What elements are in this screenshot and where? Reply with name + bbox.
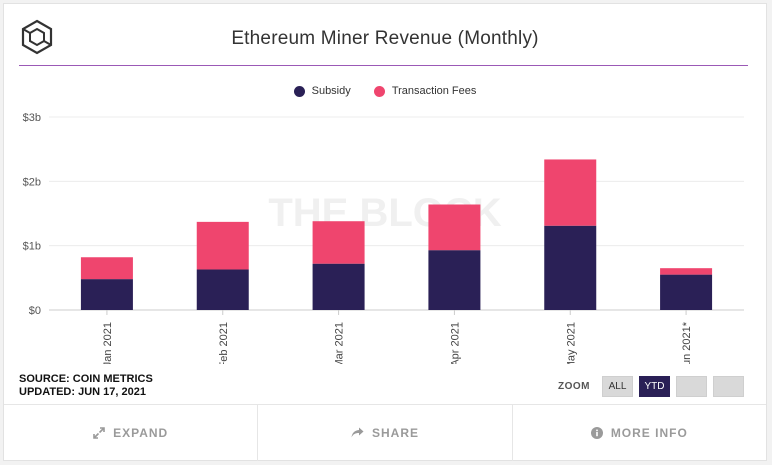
more-info-button[interactable]: MORE INFO — [513, 405, 766, 461]
y-tick-label: $2b — [23, 176, 41, 188]
the-block-logo-icon — [21, 19, 53, 55]
zoom-blank-button-2[interactable] — [713, 376, 744, 397]
chart-legend: Subsidy Transaction Fees — [4, 85, 766, 100]
bar-subsidy[interactable] — [312, 263, 365, 310]
zoom-ytd-button[interactable]: YTD — [639, 376, 670, 397]
bar-subsidy[interactable] — [660, 274, 713, 310]
updated-line: UPDATED: JUN 17, 2021 — [19, 386, 146, 398]
x-tick-label: Apr 2021 — [449, 322, 461, 364]
zoom-all-button[interactable]: ALL — [602, 376, 633, 397]
bar-fees[interactable] — [312, 221, 365, 264]
expand-label: EXPAND — [113, 426, 169, 440]
bar-fees[interactable] — [544, 159, 597, 226]
x-tick-label: May 2021 — [565, 322, 577, 364]
chart-card: Ethereum Miner Revenue (Monthly) Subsidy… — [3, 3, 767, 461]
y-tick-label: $3b — [23, 112, 41, 124]
more-info-label: MORE INFO — [610, 426, 688, 440]
bar-fees[interactable] — [80, 257, 133, 280]
chart-title: Ethereum Miner Revenue (Monthly) — [231, 28, 539, 49]
source-note: SOURCE: COIN METRICS UPDATED: JUN 17, 20… — [19, 373, 153, 399]
x-tick-label: Mar 2021 — [334, 322, 346, 364]
expand-icon — [93, 427, 105, 439]
zoom-blank-button-1[interactable] — [676, 376, 707, 397]
bar-fees[interactable] — [428, 204, 481, 251]
share-button[interactable]: SHARE — [258, 405, 513, 461]
share-label: SHARE — [371, 426, 419, 440]
zoom-controls: ZOOM ALL YTD — [558, 376, 744, 397]
source-line: SOURCE: COIN METRICS — [19, 373, 153, 385]
bar-fees[interactable] — [660, 268, 713, 275]
footer-actions: EXPAND SHARE MORE INFO — [4, 404, 766, 461]
bar-subsidy[interactable] — [80, 279, 133, 310]
legend-marker-fees — [373, 85, 385, 97]
legend-marker-subsidy — [293, 85, 305, 97]
y-tick-label: $1b — [23, 241, 41, 253]
legend-item-fees[interactable]: Transaction Fees — [373, 85, 477, 97]
x-tick-label: Jan 2021 — [102, 322, 114, 364]
info-icon — [590, 427, 603, 439]
legend-label-fees: Transaction Fees — [391, 85, 477, 97]
title-divider — [19, 65, 748, 66]
y-tick-label: $0 — [29, 305, 41, 317]
expand-button[interactable]: EXPAND — [4, 405, 259, 461]
bar-subsidy[interactable] — [544, 225, 597, 310]
bar-subsidy[interactable] — [428, 250, 481, 310]
legend-item-subsidy[interactable]: Subsidy — [293, 85, 351, 97]
bar-subsidy[interactable] — [196, 269, 249, 310]
legend-label-subsidy: Subsidy — [311, 85, 351, 97]
x-tick-label: Jun 2021* — [681, 321, 693, 364]
zoom-label: ZOOM — [558, 381, 590, 392]
x-tick-label: Feb 2021 — [218, 322, 230, 364]
share-icon — [351, 427, 364, 438]
bar-fees[interactable] — [196, 221, 249, 270]
